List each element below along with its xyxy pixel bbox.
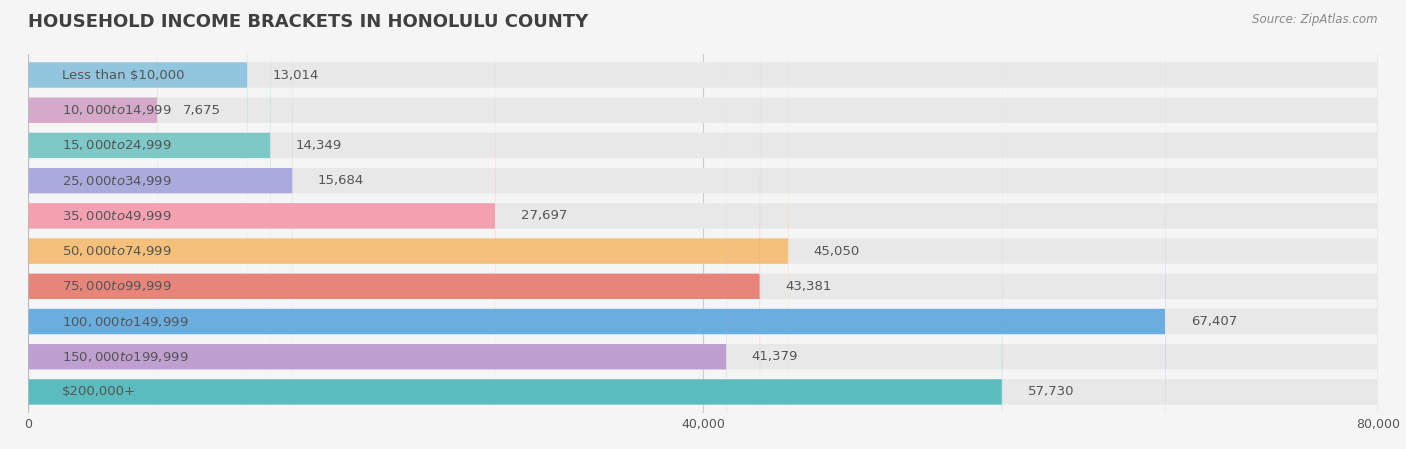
Text: $150,000 to $199,999: $150,000 to $199,999 [62, 350, 188, 364]
FancyBboxPatch shape [28, 0, 1378, 449]
Text: 13,014: 13,014 [273, 69, 319, 82]
Text: Less than $10,000: Less than $10,000 [62, 69, 184, 82]
Text: Source: ZipAtlas.com: Source: ZipAtlas.com [1253, 13, 1378, 26]
FancyBboxPatch shape [28, 0, 1378, 449]
FancyBboxPatch shape [28, 0, 1378, 449]
Text: 15,684: 15,684 [318, 174, 364, 187]
Text: 67,407: 67,407 [1191, 315, 1237, 328]
FancyBboxPatch shape [28, 0, 270, 449]
FancyBboxPatch shape [28, 0, 1378, 449]
FancyBboxPatch shape [28, 0, 1378, 449]
Text: 57,730: 57,730 [1028, 385, 1074, 398]
Text: $10,000 to $14,999: $10,000 to $14,999 [62, 103, 172, 117]
Text: 27,697: 27,697 [520, 209, 567, 222]
Text: $35,000 to $49,999: $35,000 to $49,999 [62, 209, 172, 223]
Text: $50,000 to $74,999: $50,000 to $74,999 [62, 244, 172, 258]
FancyBboxPatch shape [28, 0, 1378, 449]
Text: 43,381: 43,381 [786, 280, 832, 293]
FancyBboxPatch shape [28, 0, 1378, 449]
Text: 41,379: 41,379 [752, 350, 799, 363]
Text: $25,000 to $34,999: $25,000 to $34,999 [62, 174, 172, 188]
FancyBboxPatch shape [28, 0, 157, 449]
FancyBboxPatch shape [28, 0, 1002, 449]
Text: 45,050: 45,050 [814, 245, 859, 258]
FancyBboxPatch shape [28, 0, 1378, 449]
Text: $15,000 to $24,999: $15,000 to $24,999 [62, 138, 172, 153]
FancyBboxPatch shape [28, 0, 727, 449]
FancyBboxPatch shape [28, 0, 1166, 449]
Text: 7,675: 7,675 [183, 104, 221, 117]
FancyBboxPatch shape [28, 0, 292, 449]
Text: $100,000 to $149,999: $100,000 to $149,999 [62, 314, 188, 329]
FancyBboxPatch shape [28, 0, 1378, 449]
FancyBboxPatch shape [28, 0, 1378, 449]
Text: 14,349: 14,349 [295, 139, 342, 152]
Text: $200,000+: $200,000+ [62, 385, 136, 398]
FancyBboxPatch shape [28, 0, 495, 449]
Text: HOUSEHOLD INCOME BRACKETS IN HONOLULU COUNTY: HOUSEHOLD INCOME BRACKETS IN HONOLULU CO… [28, 13, 588, 31]
FancyBboxPatch shape [28, 0, 789, 449]
Text: $75,000 to $99,999: $75,000 to $99,999 [62, 279, 172, 293]
FancyBboxPatch shape [28, 0, 247, 449]
FancyBboxPatch shape [28, 0, 761, 449]
